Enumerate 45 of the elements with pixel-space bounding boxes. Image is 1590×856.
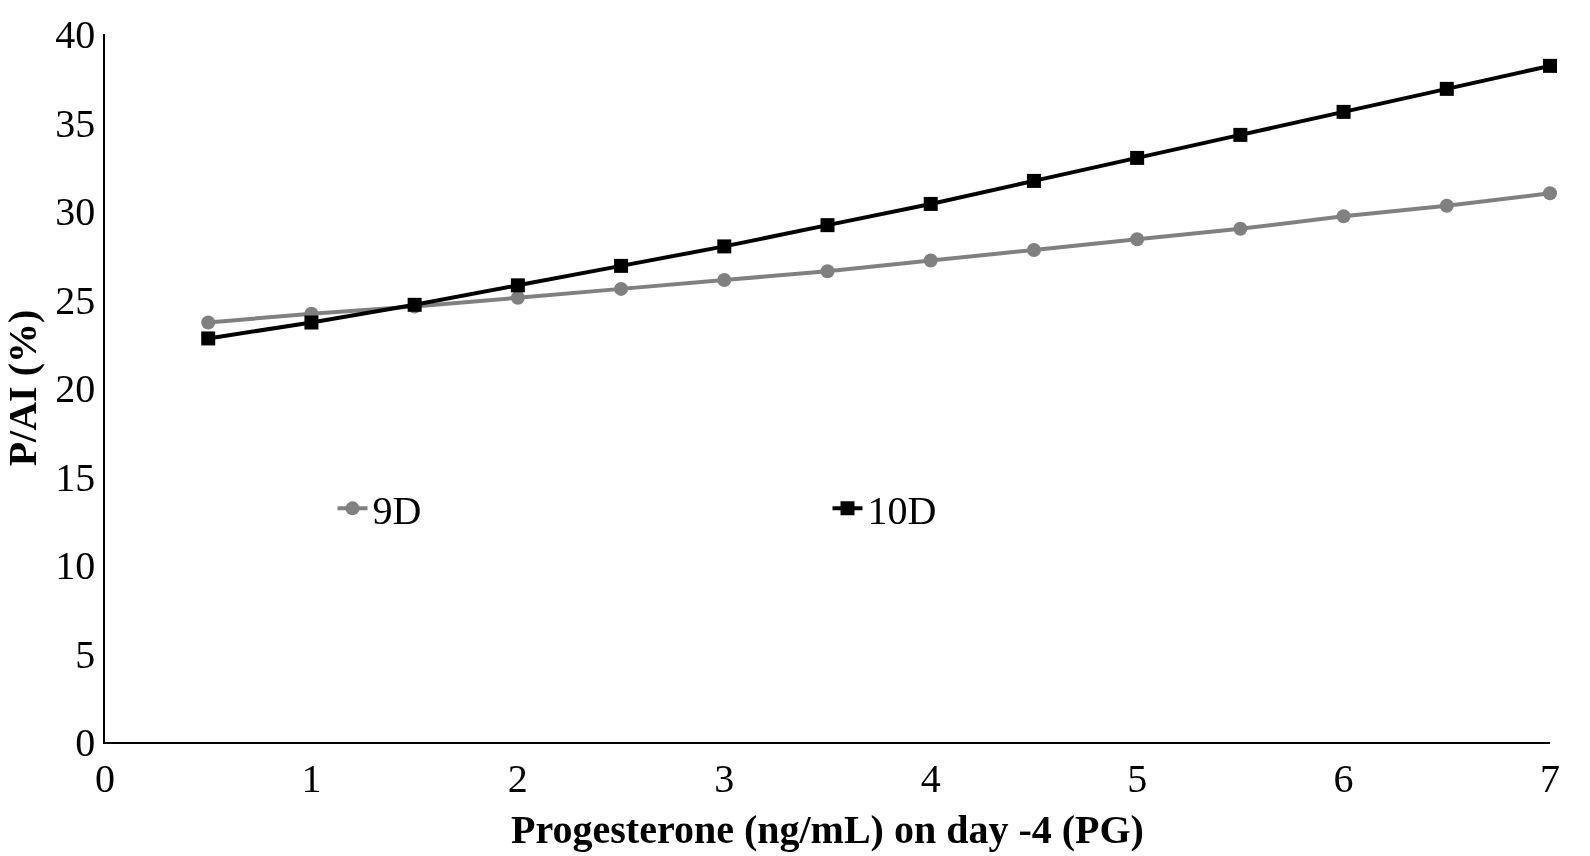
x-tick-label: 2: [507, 755, 528, 801]
legend-label: 9D: [372, 487, 422, 533]
point: [1026, 242, 1041, 257]
y-tick-label: 25: [55, 277, 96, 323]
point: [1336, 104, 1351, 119]
point: [614, 281, 629, 296]
point: [1439, 81, 1454, 96]
y-tick-label: 5: [75, 631, 96, 677]
point: [304, 315, 319, 330]
x-tick-label: 3: [714, 755, 735, 801]
point: [1130, 150, 1145, 165]
x-tick-label: 1: [301, 755, 322, 801]
point: [820, 218, 835, 233]
point: [201, 331, 216, 346]
y-tick-label: 20: [55, 366, 96, 411]
point: [1233, 127, 1248, 142]
point: [923, 196, 938, 211]
y-tick-label: 0: [75, 720, 96, 765]
point: [820, 264, 835, 279]
point: [614, 258, 629, 273]
point: [1336, 209, 1351, 224]
point: [717, 239, 732, 254]
point: [1543, 186, 1557, 201]
point: [923, 253, 938, 268]
x-axis-title: Progesterone (ng/mL) on day -4 (PG): [511, 806, 1144, 852]
y-axis-title: P/AI (%): [0, 309, 45, 467]
x-tick-label: 5: [1127, 755, 1148, 801]
point: [1543, 58, 1557, 73]
point: [717, 273, 732, 288]
x-tick-label: 6: [1333, 755, 1354, 801]
point: [510, 278, 525, 293]
y-tick-label: 30: [55, 189, 96, 234]
point: [1026, 173, 1041, 188]
y-tick-label: 35: [55, 100, 96, 146]
point: [201, 315, 216, 330]
x-tick-label: 7: [1540, 755, 1560, 801]
x-tick-label: 4: [920, 755, 941, 801]
y-tick-label: 10: [55, 543, 96, 588]
point: [1130, 232, 1145, 247]
legend-label: 10D: [867, 487, 937, 533]
point: [1439, 198, 1454, 213]
point: [1233, 221, 1248, 236]
y-tick-label: 15: [55, 454, 96, 500]
point: [510, 290, 525, 305]
y-tick-label: 40: [55, 12, 96, 57]
